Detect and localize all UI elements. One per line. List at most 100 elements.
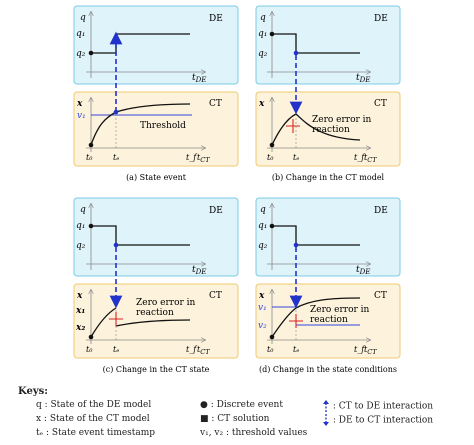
t-de-label: tDE [192, 73, 206, 84]
key-threshold-values: v₁, v₂ : threshold values [200, 428, 308, 438]
ct-label: CT [374, 99, 387, 109]
tf-tick: t_f [186, 345, 198, 354]
t-ct-label: tCT [197, 345, 210, 356]
x2-tick: x₂ [75, 323, 85, 333]
keys-legend: Keys: q : State of the DE model x : Stat… [0, 386, 474, 444]
diagram-canvas: DE q q₁ q₂ tDE CT x v₁ Threshold t₀ tₑ t… [73, 5, 401, 374]
x-axis-label: x [258, 291, 265, 301]
caption-a: (a) State event [126, 173, 187, 182]
ct-solution-curve-2 [115, 319, 191, 327]
panel-a: DE q q₁ q₂ tDE CT x v₁ Threshold t₀ tₑ t… [73, 5, 239, 182]
ct-solution-curve-1 [90, 307, 117, 338]
ct-to-de-arrow-icon [323, 400, 329, 412]
ct-label: CT [374, 291, 387, 301]
key-ct-to-de: : CT to DE interaction [322, 400, 433, 412]
x-axis-label: x [76, 291, 83, 301]
de-state-line [91, 225, 190, 246]
q1-tick: q₁ [76, 29, 85, 39]
key-discrete-event: ● : Discrete event [200, 400, 283, 410]
keys-title: Keys: [18, 386, 48, 397]
key-q: q : State of the DE model [36, 400, 152, 410]
panel-d: DE q q₁ q₂ tDE CT x v₁ v₂ Zero error in … [255, 197, 401, 374]
de-box [73, 5, 239, 85]
discrete-event-blue [293, 242, 299, 248]
key-x: x : State of the CT model [36, 414, 150, 424]
de-label: DE [374, 14, 388, 24]
t-ct-label: tCT [364, 345, 377, 356]
q2-tick: q₂ [76, 49, 86, 59]
annotation-line1: Zero error in [312, 115, 372, 125]
caption-c: (c) Change in the CT state [103, 365, 210, 374]
t0-tick: t₀ [267, 345, 274, 354]
q1-tick: q₁ [258, 221, 267, 231]
panel-c: DE q q₁ q₂ tDE CT x x₁ x₂ Zero error in … [73, 197, 239, 374]
ct-start-marker [269, 142, 275, 148]
de-box [255, 5, 401, 85]
q-axis-label: q [80, 13, 86, 23]
q-axis-label: q [80, 205, 86, 215]
zero-error-marker [109, 312, 123, 326]
v2-tick: v₂ [258, 321, 267, 331]
de-state-line [272, 33, 360, 54]
tf-tick: t_f [186, 153, 198, 162]
de-box [255, 197, 401, 277]
annotation-line2: reaction [136, 308, 174, 318]
discrete-event-marker [88, 223, 94, 229]
threshold-annotation: Threshold [140, 121, 186, 131]
discrete-event-marker [88, 50, 94, 56]
de-label: DE [209, 14, 223, 24]
de-label: DE [209, 206, 223, 216]
t0-tick: t₀ [86, 345, 93, 354]
key-de-to-ct-label: : DE to CT interaction [332, 415, 434, 426]
q2-tick: q₂ [76, 241, 86, 251]
t-de-label: tDE [192, 265, 206, 276]
t0-tick: t₀ [267, 153, 274, 162]
key-ct-solution: ■ : CT solution [200, 414, 270, 424]
q2-tick: q₂ [258, 49, 268, 59]
ct-label: CT [209, 291, 222, 301]
q2-tick: q₂ [258, 241, 268, 251]
annotation-line2: reaction [310, 315, 348, 325]
de-to-ct-arrow-icon [323, 414, 329, 426]
tf-tick: t_f [354, 153, 366, 162]
v1-tick: v₁ [258, 303, 267, 313]
te-tick: tₑ [293, 153, 299, 162]
caption-b: (b) Change in the CT model [272, 173, 385, 182]
discrete-event-marker [269, 223, 275, 229]
annotation-line1: Zero error in [310, 305, 370, 315]
x-axis-label: x [76, 99, 83, 109]
key-ct-to-de-label: : CT to DE interaction [332, 401, 434, 412]
v1-tick: v₁ [77, 111, 86, 121]
de-state-line [272, 225, 360, 246]
x-axis-label: x [258, 99, 265, 109]
t-ct-label: tCT [364, 153, 377, 164]
q-axis-label: q [260, 205, 266, 215]
de-box [73, 197, 239, 277]
ct-start-marker [88, 334, 94, 340]
t-ct-label: tCT [197, 153, 210, 164]
zero-error-marker [286, 119, 300, 133]
panel-b: DE q q₁ q₂ tDE CT x Zero error in reacti… [255, 5, 401, 182]
key-de-to-ct: : DE to CT interaction [322, 414, 433, 426]
discrete-event-blue [293, 50, 299, 56]
de-label: DE [374, 206, 388, 216]
annotation-line2: reaction [312, 125, 350, 135]
t-de-label: tDE [356, 73, 370, 84]
state-event-marker [113, 109, 119, 115]
caption-d: (d) Change in the state conditions [259, 365, 397, 374]
key-te: tₑ : State event timestamp [36, 428, 156, 438]
x1-tick: x₁ [75, 306, 85, 316]
q-axis-label: q [260, 13, 266, 23]
tf-tick: t_f [354, 345, 366, 354]
q1-tick: q₁ [76, 221, 85, 231]
te-tick: tₑ [293, 345, 299, 354]
discrete-event-blue [113, 242, 119, 248]
ct-label: CT [209, 99, 222, 109]
t-de-label: tDE [356, 265, 370, 276]
discrete-event-marker [269, 31, 275, 37]
annotation-line1: Zero error in [136, 298, 196, 308]
ct-start-marker [269, 334, 275, 340]
te-tick: tₑ [113, 345, 119, 354]
ct-start-marker [88, 142, 94, 148]
q1-tick: q₁ [258, 29, 267, 39]
